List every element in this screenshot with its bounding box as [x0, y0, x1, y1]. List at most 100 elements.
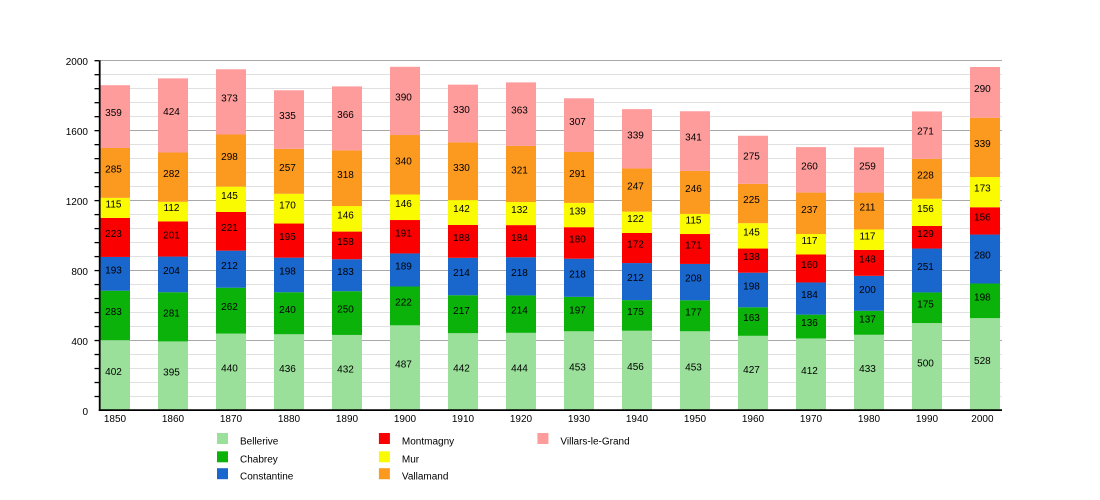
svg-text:359: 359 [105, 108, 122, 119]
svg-text:1850: 1850 [104, 414, 127, 425]
svg-text:290: 290 [974, 84, 991, 95]
svg-text:298: 298 [221, 152, 238, 163]
svg-text:330: 330 [453, 163, 470, 174]
svg-text:1860: 1860 [162, 414, 185, 425]
svg-text:163: 163 [743, 313, 760, 324]
svg-text:363: 363 [511, 106, 528, 117]
svg-text:341: 341 [685, 133, 702, 144]
svg-text:156: 156 [917, 204, 934, 215]
svg-text:1890: 1890 [336, 414, 359, 425]
svg-text:145: 145 [221, 191, 238, 202]
svg-text:453: 453 [685, 362, 702, 373]
svg-text:170: 170 [279, 200, 296, 211]
svg-text:Vallamand: Vallamand [402, 472, 449, 483]
svg-text:1940: 1940 [626, 414, 649, 425]
svg-text:180: 180 [569, 235, 586, 246]
svg-text:271: 271 [917, 127, 934, 138]
svg-text:257: 257 [279, 163, 296, 174]
svg-text:145: 145 [743, 227, 760, 238]
svg-text:424: 424 [163, 107, 180, 118]
svg-text:259: 259 [859, 162, 876, 173]
svg-text:318: 318 [337, 170, 354, 181]
svg-text:197: 197 [569, 306, 586, 317]
svg-text:158: 158 [337, 237, 354, 248]
svg-text:146: 146 [337, 210, 354, 221]
svg-text:390: 390 [395, 93, 412, 104]
svg-text:Chabrey: Chabrey [240, 455, 278, 466]
svg-text:184: 184 [511, 233, 528, 244]
svg-text:433: 433 [859, 364, 876, 375]
svg-text:Montmagny: Montmagny [402, 436, 454, 447]
svg-text:1990: 1990 [916, 414, 939, 425]
svg-text:262: 262 [221, 302, 238, 313]
svg-text:436: 436 [279, 364, 296, 375]
svg-text:193: 193 [105, 265, 122, 276]
svg-text:1910: 1910 [452, 414, 475, 425]
svg-text:Bellerive: Bellerive [240, 436, 279, 447]
svg-text:129: 129 [917, 229, 934, 240]
svg-text:500: 500 [917, 358, 934, 369]
svg-text:1900: 1900 [394, 414, 417, 425]
svg-text:250: 250 [337, 305, 354, 316]
svg-text:1200: 1200 [66, 197, 89, 208]
svg-text:456: 456 [627, 362, 644, 373]
svg-text:285: 285 [105, 165, 122, 176]
svg-text:212: 212 [627, 273, 644, 284]
svg-text:148: 148 [859, 254, 876, 265]
svg-text:366: 366 [337, 110, 354, 121]
svg-text:1980: 1980 [858, 414, 881, 425]
svg-text:440: 440 [221, 364, 238, 375]
svg-text:260: 260 [801, 161, 818, 172]
svg-text:1960: 1960 [742, 414, 765, 425]
svg-text:222: 222 [395, 298, 412, 309]
svg-text:427: 427 [743, 365, 760, 376]
svg-text:139: 139 [569, 207, 586, 218]
svg-text:160: 160 [801, 260, 818, 271]
svg-text:211: 211 [860, 203, 876, 214]
svg-text:395: 395 [163, 368, 180, 379]
svg-text:218: 218 [569, 269, 586, 280]
svg-text:1600: 1600 [66, 127, 89, 138]
svg-text:528: 528 [974, 356, 991, 367]
svg-text:112: 112 [164, 203, 180, 214]
svg-text:1920: 1920 [510, 414, 533, 425]
svg-text:198: 198 [743, 282, 760, 293]
svg-text:340: 340 [395, 156, 412, 167]
svg-text:171: 171 [685, 241, 702, 252]
svg-text:291: 291 [569, 169, 586, 180]
svg-text:217: 217 [453, 306, 470, 317]
svg-text:Mur: Mur [402, 455, 420, 466]
svg-text:173: 173 [974, 184, 991, 195]
svg-text:442: 442 [453, 363, 470, 374]
svg-text:402: 402 [105, 367, 122, 378]
svg-text:400: 400 [71, 337, 88, 348]
svg-text:800: 800 [71, 267, 88, 278]
svg-text:117: 117 [860, 231, 876, 242]
svg-text:115: 115 [686, 216, 702, 227]
svg-text:1870: 1870 [220, 414, 243, 425]
svg-text:339: 339 [974, 139, 991, 150]
svg-text:1950: 1950 [684, 414, 707, 425]
svg-text:137: 137 [859, 314, 876, 325]
svg-text:212: 212 [221, 261, 238, 272]
svg-text:240: 240 [279, 305, 296, 316]
svg-text:330: 330 [453, 105, 470, 116]
svg-text:432: 432 [337, 364, 354, 375]
svg-text:1970: 1970 [800, 414, 823, 425]
svg-text:201: 201 [163, 231, 180, 242]
svg-text:246: 246 [685, 184, 702, 195]
svg-text:132: 132 [511, 205, 528, 216]
svg-text:221: 221 [221, 223, 238, 234]
svg-text:339: 339 [627, 130, 644, 141]
svg-text:Villars-le-Grand: Villars-le-Grand [560, 436, 629, 447]
svg-text:282: 282 [163, 169, 180, 180]
svg-text:412: 412 [801, 366, 818, 377]
svg-text:195: 195 [279, 232, 296, 243]
svg-text:184: 184 [801, 290, 818, 301]
svg-text:208: 208 [685, 274, 702, 285]
svg-text:117: 117 [802, 236, 818, 247]
svg-text:188: 188 [453, 233, 470, 244]
svg-text:175: 175 [627, 307, 644, 318]
svg-text:156: 156 [974, 213, 991, 224]
svg-text:142: 142 [453, 204, 470, 215]
